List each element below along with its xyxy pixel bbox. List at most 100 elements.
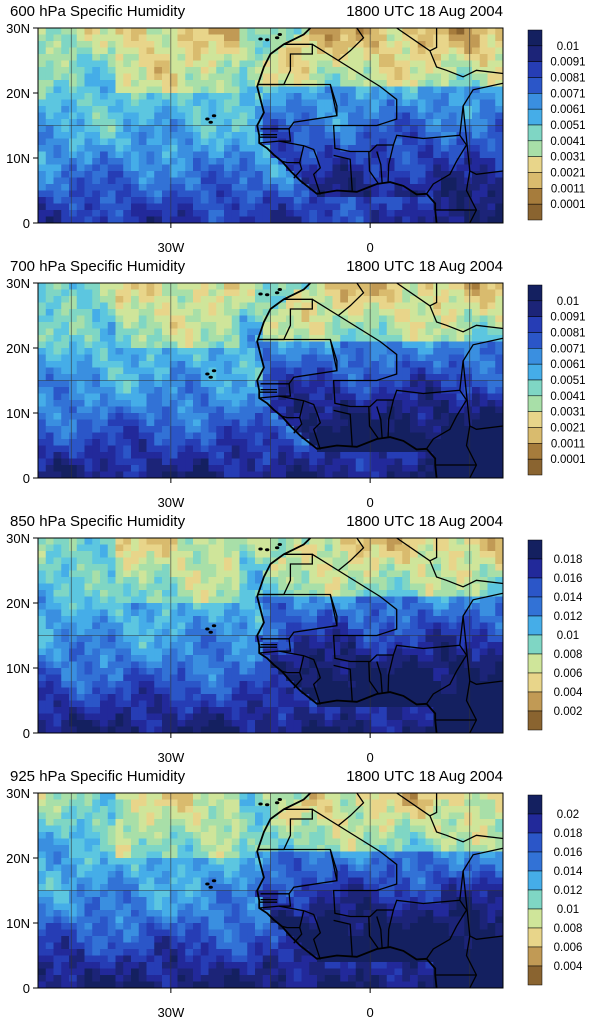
field-cell xyxy=(193,165,201,172)
field-cell xyxy=(54,603,62,610)
field-cell xyxy=(85,67,93,74)
field-cell xyxy=(61,400,69,407)
field-cell xyxy=(379,584,387,591)
field-cell xyxy=(402,452,410,459)
field-cell xyxy=(418,571,426,578)
field-cell xyxy=(116,368,124,375)
field-cell xyxy=(147,374,155,381)
field-cell xyxy=(480,197,488,204)
field-cell xyxy=(108,381,116,388)
field-cell xyxy=(69,420,77,427)
field-cell xyxy=(480,439,488,446)
field-cell xyxy=(38,158,46,165)
field-cell xyxy=(139,629,147,636)
field-cell xyxy=(139,433,147,440)
field-cell xyxy=(387,439,395,446)
field-cell xyxy=(85,368,93,375)
field-cell xyxy=(488,296,496,303)
field-cell xyxy=(100,577,108,584)
field-cell xyxy=(38,452,46,459)
field-cell xyxy=(224,439,232,446)
field-cell xyxy=(449,407,457,414)
field-cell xyxy=(286,342,294,349)
field-cell xyxy=(46,210,54,217)
field-cell xyxy=(402,355,410,362)
field-cell xyxy=(302,191,310,198)
field-cell xyxy=(294,577,302,584)
field-cell xyxy=(449,178,457,185)
field-cell xyxy=(123,413,131,420)
field-cell xyxy=(325,426,333,433)
field-cell xyxy=(77,355,85,362)
field-cell xyxy=(131,407,139,414)
field-cell xyxy=(185,191,193,198)
field-cell xyxy=(488,623,496,630)
field-cell xyxy=(209,577,217,584)
field-cell xyxy=(371,48,379,55)
field-cell xyxy=(209,54,217,61)
field-cell xyxy=(263,407,271,414)
field-cell xyxy=(216,597,224,604)
field-cell xyxy=(495,355,503,362)
field-cell xyxy=(193,655,201,662)
colorbar-swatch xyxy=(528,173,542,189)
field-cell xyxy=(162,28,170,35)
field-cell xyxy=(441,61,449,68)
field-cell xyxy=(193,538,201,545)
field-cell xyxy=(131,100,139,107)
field-cell xyxy=(480,642,488,649)
field-cell xyxy=(123,61,131,68)
field-cell xyxy=(193,551,201,558)
field-cell xyxy=(162,191,170,198)
field-cell xyxy=(488,636,496,643)
field-cell xyxy=(340,132,348,139)
field-cell xyxy=(147,558,155,565)
field-cell xyxy=(441,48,449,55)
field-cell xyxy=(46,413,54,420)
field-cell xyxy=(224,217,232,224)
field-cell xyxy=(426,100,434,107)
field-cell xyxy=(449,446,457,453)
field-cell xyxy=(154,558,162,565)
field-cell xyxy=(379,210,387,217)
field-cell xyxy=(209,178,217,185)
field-cell xyxy=(216,603,224,610)
field-cell xyxy=(201,655,209,662)
field-cell xyxy=(247,387,255,394)
field-cell xyxy=(472,571,480,578)
field-cell xyxy=(449,348,457,355)
field-cell xyxy=(433,152,441,159)
field-cell xyxy=(178,100,186,107)
field-cell xyxy=(232,433,240,440)
field-cell xyxy=(410,322,418,329)
field-cell xyxy=(162,439,170,446)
field-cell xyxy=(178,571,186,578)
field-cell xyxy=(131,348,139,355)
field-cell xyxy=(464,283,472,290)
field-cell xyxy=(100,303,108,310)
field-cell xyxy=(69,210,77,217)
field-cell xyxy=(278,329,286,336)
field-cell xyxy=(426,74,434,81)
field-cell xyxy=(480,355,488,362)
field-cell xyxy=(356,426,364,433)
field-cell xyxy=(77,400,85,407)
field-cell xyxy=(325,413,333,420)
field-cell xyxy=(255,407,263,414)
field-cell xyxy=(38,335,46,342)
field-cell xyxy=(356,610,364,617)
field-cell xyxy=(162,610,170,617)
island xyxy=(209,376,213,379)
field-cell xyxy=(69,558,77,565)
field-cell xyxy=(123,603,131,610)
field-cell xyxy=(472,623,480,630)
field-cell xyxy=(46,119,54,126)
field-cell xyxy=(232,119,240,126)
field-cell xyxy=(123,610,131,617)
field-cell xyxy=(247,413,255,420)
field-cell xyxy=(410,603,418,610)
field-cell xyxy=(77,61,85,68)
field-cell xyxy=(240,649,248,656)
field-cell xyxy=(92,145,100,152)
field-cell xyxy=(201,649,209,656)
